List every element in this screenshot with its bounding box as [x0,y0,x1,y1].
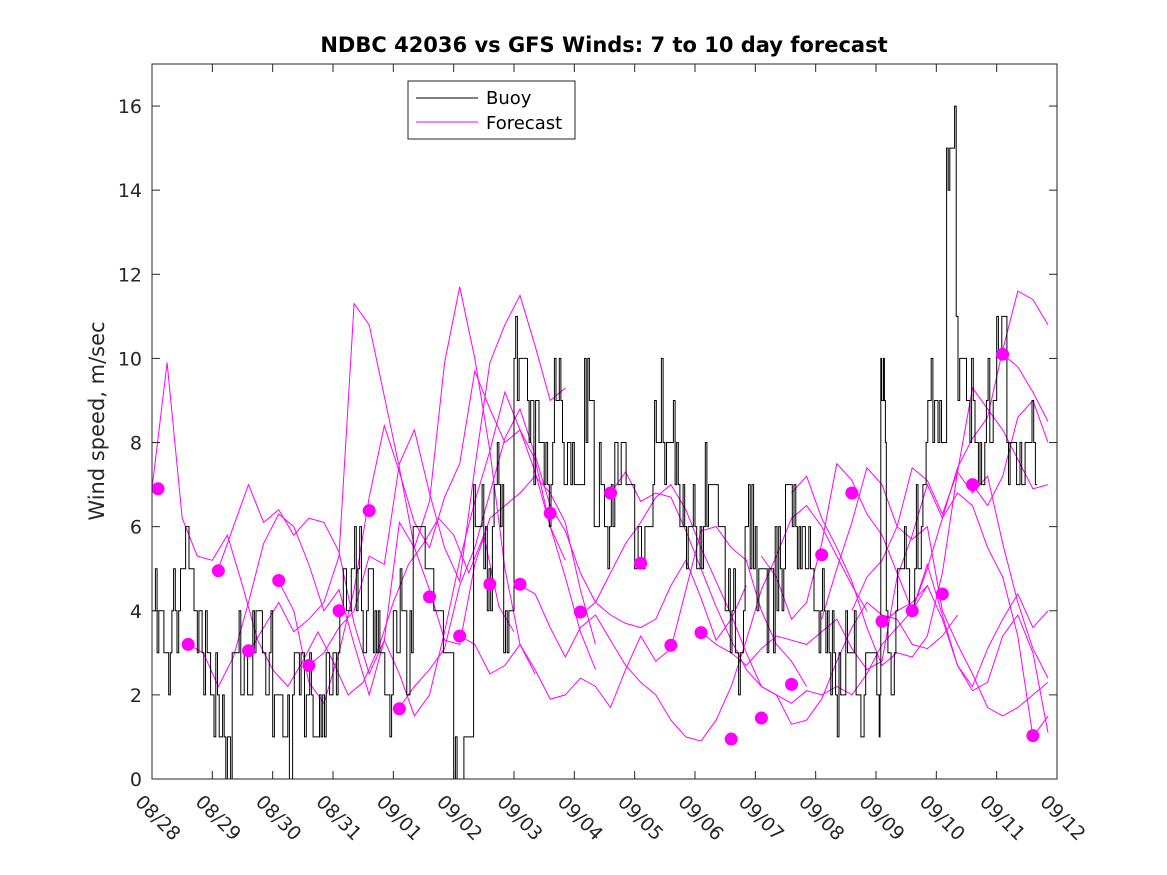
legend-buoy-label: Buoy [486,88,532,109]
x-tick-label: 09/08 [794,791,848,845]
x-tick-label: 09/09 [854,791,908,845]
plot-background [152,64,1057,779]
forecast-points [151,347,1040,746]
forecast-point [754,711,768,725]
forecast-point [483,577,497,591]
forecast-point [392,702,406,716]
x-tick-label: 08/30 [251,791,305,845]
y-tick-label: 12 [118,264,142,286]
y-tick-label: 0 [130,769,142,791]
forecast-series-line [519,504,868,742]
x-tick-label: 08/28 [130,791,184,845]
forecast-series-line [791,386,1049,667]
forecast-point [513,577,527,591]
forecast-point [211,564,225,578]
forecast-point [785,677,799,691]
forecast-point [935,587,949,601]
forecast-point [242,644,256,658]
forecast-series-line [248,302,596,654]
forecast-point [724,732,738,746]
x-tick-label: 09/05 [613,791,667,845]
forecast-point [543,506,557,520]
y-tick-label: 2 [130,685,142,707]
x-tick-label: 09/04 [553,791,607,845]
forecast-series-line [911,290,1049,611]
y-tick-label: 16 [118,96,142,118]
forecast-point [604,486,618,500]
forecast-point [634,556,648,570]
x-tick-label: 08/29 [191,791,245,845]
forecast-point [996,347,1010,361]
forecast-series-line [187,286,536,697]
x-tick-label: 09/11 [975,791,1029,845]
forecast-lines [151,286,1049,742]
forecast-point [151,482,165,496]
x-tick-label: 09/06 [673,791,727,845]
forecast-point [272,573,286,587]
forecast-point [453,629,467,643]
forecast-point [905,604,919,618]
forecast-point [815,548,829,562]
forecast-series-line [821,466,1049,717]
buoy-series-line [152,105,1038,780]
forecast-point [181,637,195,651]
forecast-point [664,638,678,652]
y-tick-label: 4 [130,601,142,623]
x-tick-label: 09/12 [1035,791,1089,845]
y-tick-label: 14 [118,180,142,202]
forecast-series-line [459,526,808,709]
x-tick-label: 09/01 [372,791,426,845]
forecast-series-line [580,483,928,704]
forecast-series-line [217,390,566,717]
x-tick-label: 08/31 [311,791,365,845]
forecast-point [332,604,346,618]
forecast-point [694,626,708,640]
forecast-series-line [760,462,1049,688]
buoy-line [152,105,1038,780]
legend-forecast-label: Forecast [486,113,562,134]
forecast-series-line [700,483,1049,739]
x-tick-label: 09/07 [734,791,788,845]
forecast-point [302,658,316,672]
y-tick-label: 8 [130,433,142,455]
plot-frame [151,63,1058,780]
forecast-point [875,614,889,628]
x-tick-label: 09/10 [915,791,969,845]
x-tick-label: 09/03 [492,791,546,845]
chart-title: NDBC 42036 vs GFS Winds: 7 to 10 day for… [320,33,887,57]
forecast-point [845,486,859,500]
forecast-series-line [1002,353,1049,422]
x-tick-label: 09/02 [432,791,486,845]
forecast-point [362,504,376,518]
forecast-series-line [308,293,566,666]
y-tick-label: 6 [130,517,142,539]
forecast-series-line [278,369,596,705]
forecast-point [1026,729,1040,743]
legend-box [407,80,576,140]
forecast-point [966,478,980,492]
y-axis-label: Wind speed, m/sec [85,321,109,520]
y-axis: 0 2 4 6 8 10 12 14 16 [118,96,1057,791]
legend: Buoy Forecast [407,80,576,140]
forecast-point [573,605,587,619]
forecast-series-line [610,471,958,725]
forecast-point [423,590,437,604]
y-tick-label: 10 [118,348,142,370]
